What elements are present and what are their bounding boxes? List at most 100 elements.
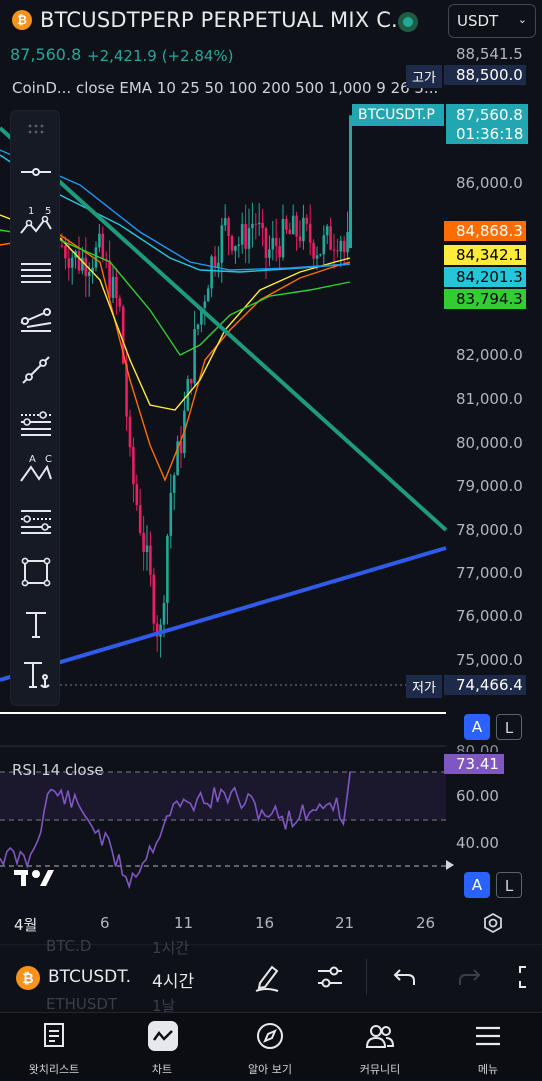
fib-channel-tool-icon[interactable] [17,301,55,339]
price-tick: 75,000.0 [456,651,523,669]
candle-up [302,217,305,242]
log-scale-button[interactable]: L [496,714,522,740]
nav-watchlist[interactable]: 왓치리스트 [4,1013,104,1081]
candle-up [257,222,261,225]
candle-up [176,441,179,476]
symbol-selector[interactable]: BTCUSDT.P [48,967,132,987]
currency-select[interactable]: USDT ⌄ [448,4,536,38]
text-tool-icon[interactable] [17,605,55,643]
price-tick: 77,000.0 [456,564,523,582]
nav-menu[interactable]: 메뉴 [438,1013,538,1081]
trend-line-tool-icon[interactable] [17,351,55,389]
candle-down [312,242,315,259]
current-price: 87,560.8 [456,106,523,124]
svg-text:5: 5 [45,206,51,217]
rsi-value-tag: 73.41 [444,754,504,774]
price-tick: 86,000.0 [456,174,523,192]
parallel-lines-tool-icon[interactable] [17,253,55,291]
nav-chart[interactable]: 차트 [112,1013,212,1081]
candle-down [332,249,336,251]
candle-up [172,475,176,493]
candlestick-series [60,115,352,658]
candle-up [210,256,213,289]
indicator-legend[interactable]: CoinD... close EMA 10 25 50 100 200 500 … [12,79,439,97]
candle-down [244,224,247,249]
candle-down [336,250,339,252]
time-tick: 21 [335,914,355,932]
ema25-tag: 84,342.1 [444,245,526,265]
interval-selector[interactable]: 4시간 [152,972,195,992]
ema-line [0,229,351,356]
horizontal-line-tool-icon[interactable] [17,153,55,191]
rsi-auto-scale-button[interactable]: A [464,872,490,898]
price-tick-top: 88,541.5 [456,45,523,63]
chart-icon [148,1021,178,1051]
ghost-interval-bottom: 1날 [152,997,176,1015]
symbol-header [0,0,542,104]
time-tick: 6 [100,914,110,932]
undo-icon[interactable] [392,965,418,989]
candle-up [200,308,203,325]
candle-down [227,218,230,237]
settings-gear-icon[interactable] [482,912,504,934]
candle-up [193,329,196,384]
candle-up [319,254,322,256]
high-value: 88,500.0 [444,65,526,85]
drag-handle-icon[interactable] [17,115,55,153]
current-price-tag: 87,560.8 01:36:18 [446,104,528,144]
candle-down [132,447,135,485]
anchored-text-tool-icon[interactable] [17,655,55,693]
symbol-title[interactable]: BTCUSDTPERP PERPETUAL MIX C... [40,8,412,32]
ghost-symbol-top: BTC.D [46,937,92,955]
candle-up [339,240,343,252]
nav-community[interactable]: 커뮤니티 [330,1013,430,1081]
rsi-tick: 40.00 [456,834,499,852]
candle-down [295,215,298,237]
auto-scale-button[interactable]: A [464,714,490,740]
market-status-icon[interactable] [398,12,418,32]
fullscreen-icon[interactable] [516,963,542,991]
ema-line [0,234,351,482]
candle-up [111,276,115,298]
ema50-tag: 84,201.3 [444,267,526,287]
time-tick: 11 [174,914,194,932]
candle-up [206,288,210,302]
price-chart[interactable] [0,0,542,940]
rsi-log-scale-button[interactable]: L [496,872,522,898]
candle-down [155,623,159,637]
candle-down [125,363,128,417]
candle-down [60,245,64,247]
last-price: 87,560.8 [10,45,82,64]
fib-retracement-tool-icon[interactable] [17,403,55,441]
candle-down [288,229,292,235]
nav-label: 커뮤니티 [359,1063,401,1076]
candle-down [152,574,156,624]
candle-down [121,306,125,364]
redo-icon[interactable] [456,965,482,989]
tradingview-logo [14,870,54,886]
fib-fan-tool-icon[interactable] [17,501,55,539]
candle-up [234,246,237,251]
candle-down [189,379,193,384]
candle-up [70,257,74,268]
candle-up [325,226,329,236]
nav-explore[interactable]: 알아 보기 [220,1013,320,1081]
candle-down [342,240,346,253]
candle-down [305,217,309,224]
rsi-tick: 60.00 [456,787,499,805]
nav-label: 차트 [151,1063,173,1076]
draw-pen-icon[interactable] [252,961,282,993]
rectangle-tool-icon[interactable] [17,553,55,591]
symbol-bar: BTC.D 1시간 ETHUSDT 1날 ₿ BTCUSDT.P 4시간 [0,937,542,1015]
rsi-legend[interactable]: RSI 14 close [12,761,104,779]
chevron-down-icon: ⌄ [517,13,527,26]
ema-lines [0,149,351,482]
candle-up [240,224,244,245]
candle-down [285,218,288,230]
candle-up [196,324,200,330]
time-tick: 26 [416,914,436,932]
candle-down [108,260,111,298]
indicator-settings-icon[interactable] [314,962,346,992]
